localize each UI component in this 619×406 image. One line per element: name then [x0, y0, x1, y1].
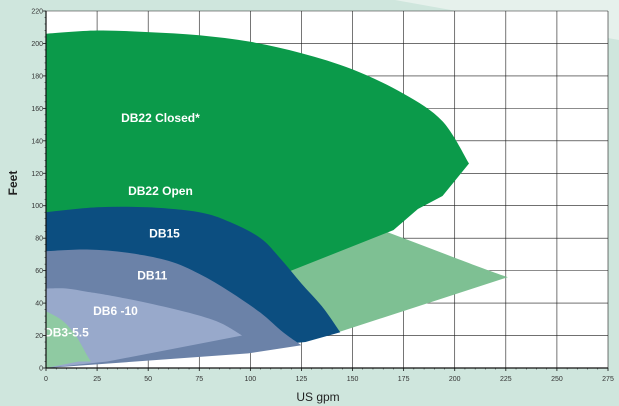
x-tick-label: 50	[144, 376, 152, 383]
region-label-db15: DB15	[149, 226, 180, 240]
region-label-db6-10: DB6 -10	[93, 304, 138, 318]
region-label-db22-open: DB22 Open	[128, 184, 193, 198]
region-label-db11: DB11	[137, 269, 167, 283]
axes	[43, 10, 609, 371]
y-tick-label: 160	[31, 106, 43, 113]
region-db3-5-5	[46, 311, 91, 368]
x-tick-label: 225	[500, 376, 512, 383]
tick-labels: 0 25 50 75 100 125 150 175 200 225 250 275 0 20 40 60 80…	[31, 9, 614, 384]
y-tick-label: 140	[31, 138, 43, 145]
y-tick-label: 20	[35, 333, 43, 340]
x-tick-label: 75	[195, 376, 203, 383]
x-tick-label: 125	[296, 376, 308, 383]
y-tick-label: 180	[31, 73, 43, 80]
y-tick-label: 100	[31, 203, 43, 210]
x-tick-label: 150	[347, 376, 359, 383]
performance-regions	[46, 30, 508, 368]
y-tick-label: 80	[35, 236, 43, 243]
x-tick-label: 25	[93, 376, 101, 383]
region-label-db3-5-5: DB3-5.5	[44, 325, 89, 339]
x-tick-label: 100	[245, 376, 257, 383]
x-tick-label: 250	[551, 376, 563, 383]
region-label-db22-closed: DB22 Closed*	[121, 111, 200, 125]
y-tick-label: 200	[31, 41, 43, 48]
x-tick-label: 200	[449, 376, 461, 383]
x-tick-label: 275	[602, 376, 614, 383]
y-tick-label: 40	[35, 301, 43, 308]
y-tick-label: 120	[31, 171, 43, 178]
y-tick-label: 0	[39, 366, 43, 373]
region-db6-10	[46, 288, 243, 368]
y-axis-title: Feet	[6, 171, 20, 196]
region-labels: DB22 Open DB22 Closed* DB15 DB11 DB6 -10 DB3-…	[44, 111, 200, 339]
x-tick-label: 0	[44, 376, 48, 383]
y-tick-label: 60	[35, 268, 43, 275]
x-tick-label: 175	[398, 376, 410, 383]
x-axis-title: US gpm	[296, 390, 339, 404]
y-tick-label: 220	[31, 9, 43, 16]
